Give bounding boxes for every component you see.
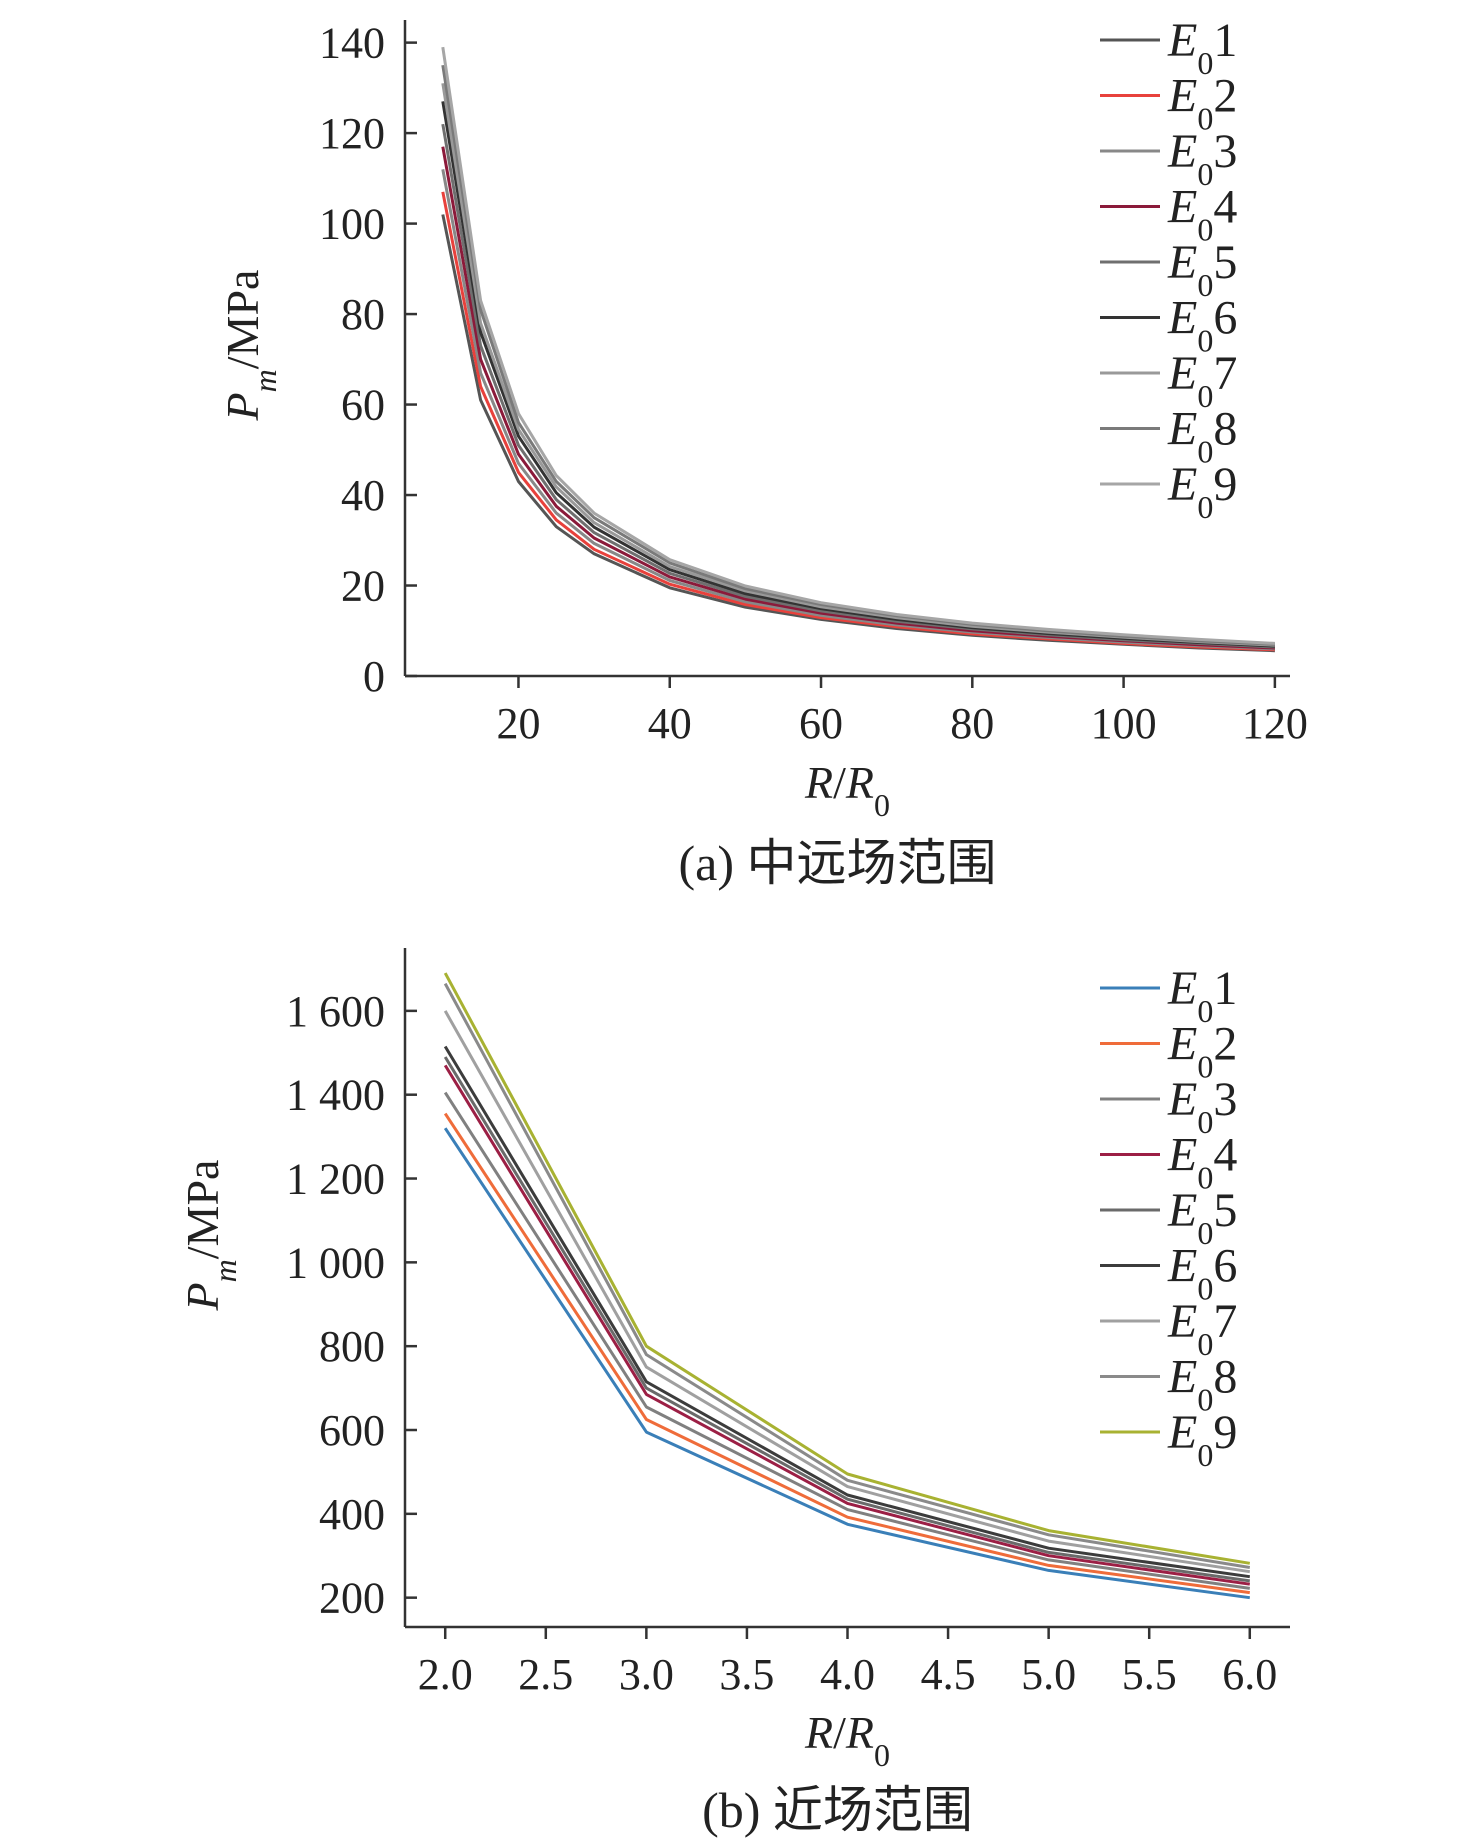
y-tick-label: 100 (319, 200, 385, 249)
series-line-e03 (443, 1091, 1251, 1590)
legend-entry: E08 (1167, 403, 1237, 470)
y-ticks-a: 0 20 40 60 80 100 120 140 (319, 19, 417, 701)
x-tick-label: 3.5 (719, 1650, 774, 1699)
series-layer-b (443, 972, 1251, 1600)
series-line-e09 (441, 46, 1275, 645)
x-tick-label: 80 (950, 699, 994, 748)
caption-b: (b) 近场范围 (702, 1782, 973, 1838)
legend-entry: E05 (1167, 236, 1237, 303)
legend-entry: E07 (1167, 1295, 1237, 1362)
chart-panel-a: 20 40 60 80 100 120 0 20 40 60 80 100 120 140 E01E02… (217, 14, 1308, 891)
y-tick-label: 200 (319, 1574, 385, 1623)
caption-a: (a) 中远场范围 (679, 835, 997, 891)
legend-entry: E02 (1167, 70, 1237, 137)
x-axis-label-main2: R (845, 757, 874, 808)
y-axis-label-b: Pm/MPa (177, 1160, 243, 1312)
x-tick-label: 3.0 (619, 1650, 674, 1699)
series-line-e03 (441, 169, 1275, 651)
x-axis-label-sep: / (833, 1707, 846, 1758)
y-tick-label: 1 000 (286, 1238, 385, 1287)
x-tick-label: 4.5 (921, 1650, 976, 1699)
x-axis-label-main: R (804, 757, 833, 808)
y-tick-label: 80 (341, 290, 385, 339)
y-axis-label-sub: m (207, 1259, 243, 1282)
y-tick-label: 1 600 (286, 987, 385, 1036)
legend-entry: E09 (1167, 1406, 1237, 1473)
x-tick-label: 120 (1242, 699, 1308, 748)
y-tick-label: 1 200 (286, 1155, 385, 1204)
series-line-e05 (441, 123, 1275, 649)
series-line-e06 (443, 1045, 1251, 1579)
x-axis-label-sep: / (833, 757, 846, 808)
legend-entry: E04 (1167, 1129, 1237, 1196)
legend-entry: E09 (1167, 458, 1237, 525)
y-tick-label: 20 (341, 562, 385, 611)
y-tick-label: 1 400 (286, 1071, 385, 1120)
x-axis-label-sub: 0 (874, 1737, 890, 1773)
x-axis-label-a: R/R0 (804, 757, 890, 823)
legend-entry: E03 (1167, 1073, 1237, 1140)
x-tick-label: 5.5 (1122, 1650, 1177, 1699)
y-axis-label-unit: /MPa (177, 1160, 228, 1260)
legend-entry: E07 (1167, 347, 1237, 414)
y-tick-label: 60 (341, 381, 385, 430)
series-line-e05 (443, 1056, 1251, 1583)
y-tick-label: 40 (341, 471, 385, 520)
y-tick-label: 400 (319, 1490, 385, 1539)
x-ticks-a: 20 40 60 80 100 120 (496, 676, 1308, 748)
legend-entry: E03 (1167, 125, 1237, 192)
y-tick-label: 600 (319, 1406, 385, 1455)
legend-entry: E01 (1167, 14, 1237, 81)
x-tick-label: 40 (648, 699, 692, 748)
x-tick-label: 20 (496, 699, 540, 748)
y-axis-label-unit: /MPa (217, 270, 268, 370)
y-axis-label-main: P (217, 392, 268, 421)
y-tick-label: 120 (319, 109, 385, 158)
x-tick-label: 2.5 (518, 1650, 573, 1699)
legend-entry: E02 (1167, 1018, 1237, 1085)
x-tick-label: 100 (1091, 699, 1157, 748)
y-axis-label-main: P (177, 1282, 228, 1311)
legend-entry: E01 (1167, 962, 1237, 1029)
x-tick-label: 60 (799, 699, 843, 748)
x-tick-label: 5.0 (1021, 1650, 1076, 1699)
x-axis-label-main2: R (845, 1707, 874, 1758)
series-line-e02 (443, 1112, 1251, 1595)
y-tick-label: 800 (319, 1322, 385, 1371)
series-layer-a (441, 46, 1275, 653)
series-line-e01 (441, 214, 1275, 653)
series-line-e04 (443, 1064, 1251, 1586)
series-line-e07 (441, 83, 1275, 647)
y-ticks-b: 200 400 600 800 1 000 1 200 1 400 1 600 (286, 987, 417, 1623)
series-line-e04 (441, 146, 1275, 650)
legend-entry: E04 (1167, 181, 1237, 248)
x-tick-label: 4.0 (820, 1650, 875, 1699)
series-line-e01 (443, 1127, 1251, 1600)
chart-panel-b: 2.0 2.5 3.0 3.5 4.0 4.5 5.0 5.5 6.0 200 400 600 800… (177, 948, 1290, 1838)
legend-entry: E08 (1167, 1351, 1237, 1418)
x-axis-label-main: R (804, 1707, 833, 1758)
y-axis-label-sub: m (247, 369, 283, 392)
series-line-e07 (443, 1010, 1251, 1574)
legend-entry: E05 (1167, 1184, 1237, 1251)
x-axis-label-sub: 0 (874, 787, 890, 823)
x-ticks-b: 2.0 2.5 3.0 3.5 4.0 4.5 5.0 5.5 6.0 (418, 1627, 1277, 1699)
legend-entry: E06 (1167, 1240, 1237, 1307)
y-tick-label: 0 (363, 652, 385, 701)
x-tick-label: 6.0 (1222, 1650, 1277, 1699)
legend-entry: E06 (1167, 292, 1237, 359)
x-tick-label: 2.0 (418, 1650, 473, 1699)
series-line-e08 (443, 982, 1251, 1569)
series-line-e09 (443, 972, 1251, 1565)
y-axis-label-a: Pm/MPa (217, 270, 283, 422)
y-tick-label: 140 (319, 19, 385, 68)
x-axis-label-b: R/R0 (804, 1707, 890, 1773)
